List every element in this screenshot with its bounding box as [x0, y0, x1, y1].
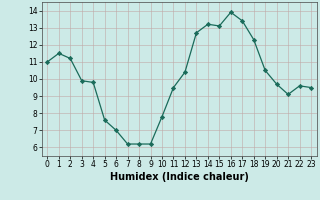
- X-axis label: Humidex (Indice chaleur): Humidex (Indice chaleur): [110, 172, 249, 182]
